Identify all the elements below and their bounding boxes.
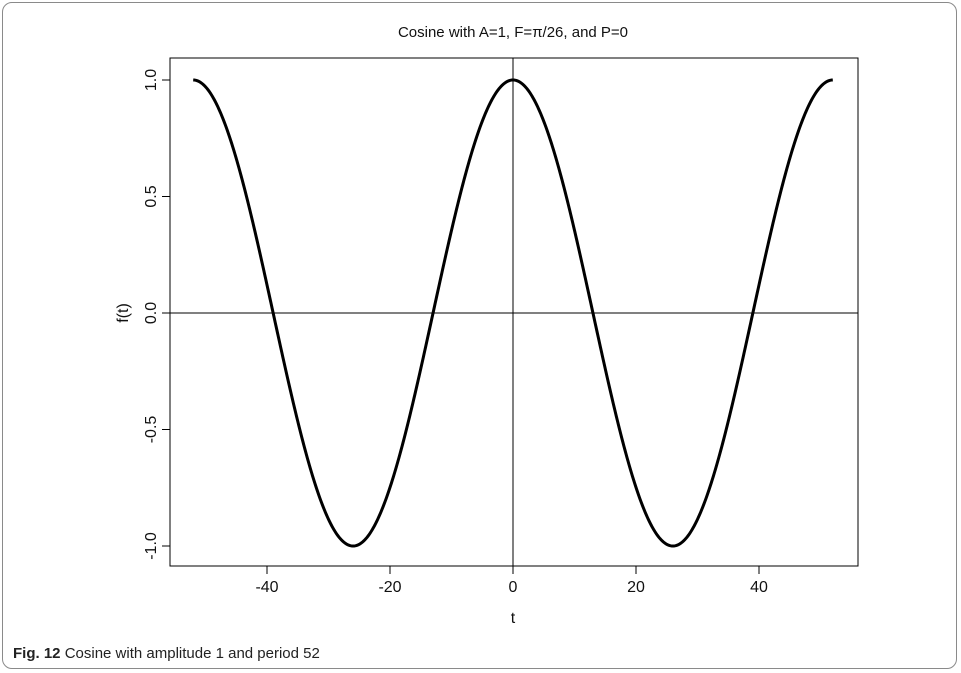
- x-tick-label: -20: [378, 579, 401, 596]
- plot-box: [169, 57, 859, 567]
- x-tick-label: -40: [255, 579, 278, 596]
- chart-title: Cosine with A=1, F=π/26, and P=0: [398, 24, 628, 41]
- figure-caption: Fig. 12 Cosine with amplitude 1 and peri…: [13, 645, 320, 662]
- y-axis-label: f(t): [115, 303, 132, 323]
- cosine-curve: [193, 78, 833, 548]
- x-tick-label: 40: [750, 579, 768, 596]
- y-tick-label: 0.0: [143, 302, 160, 324]
- x-axis: -40 -20 0 20 40: [255, 566, 768, 596]
- x-axis-label: t: [511, 610, 516, 627]
- x-tick-label: 0: [509, 579, 518, 596]
- y-tick-label: -1.0: [143, 532, 160, 560]
- y-tick-label: -0.5: [143, 416, 160, 444]
- y-tick-label: 1.0: [143, 69, 160, 91]
- y-axis: -1.0 -0.5 0.0 0.5 1.0: [143, 69, 170, 560]
- figure-caption-text: Cosine with amplitude 1 and period 52: [64, 645, 320, 662]
- y-tick-label: 0.5: [143, 185, 160, 207]
- figure-label: Fig. 12: [13, 645, 61, 662]
- x-tick-label: 20: [627, 579, 645, 596]
